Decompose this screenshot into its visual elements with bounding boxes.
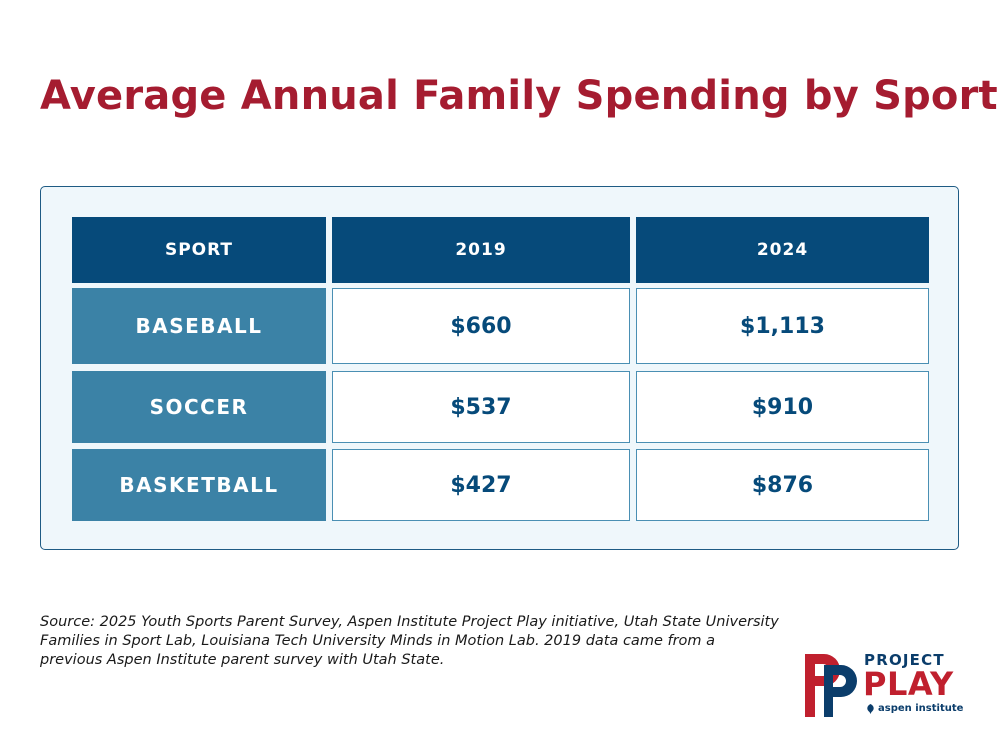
aspen-leaf-icon [867,704,874,714]
value-cell-soccer-2024: $910 [636,371,929,443]
table-panel: SPORT 2019 2024 BASEBALL $660 $1,113 SOC… [40,186,959,550]
project-play-mark-icon [805,654,857,717]
logo-red-p [805,654,840,717]
value-cell-baseball-2019: $660 [332,288,630,364]
logo-aspen-text: aspen institute [878,703,964,714]
value-cell-baseball-2024: $1,113 [636,288,929,364]
project-play-logo: PROJECT PLAY aspen institute [802,651,963,721]
header-cell-sport: SPORT [72,217,326,283]
logo-play-text: PLAY [863,665,954,703]
sport-cell-basketball: BASKETBALL [72,449,326,521]
logo-project-text: PROJECT [864,651,945,669]
chart-title: Average Annual Family Spending by Sport [40,73,998,119]
sport-cell-soccer: SOCCER [72,371,326,443]
sport-cell-baseball: BASEBALL [72,288,326,364]
header-cell-2019: 2019 [332,217,630,283]
value-cell-basketball-2024: $876 [636,449,929,521]
logo-navy-p [824,665,857,717]
logo-aspen-line: aspen institute [866,703,963,715]
value-cell-basketball-2019: $427 [332,449,630,521]
header-cell-2024: 2024 [636,217,929,283]
source-note: Source: 2025 Youth Sports Parent Survey,… [40,614,779,668]
value-cell-soccer-2019: $537 [332,371,630,443]
